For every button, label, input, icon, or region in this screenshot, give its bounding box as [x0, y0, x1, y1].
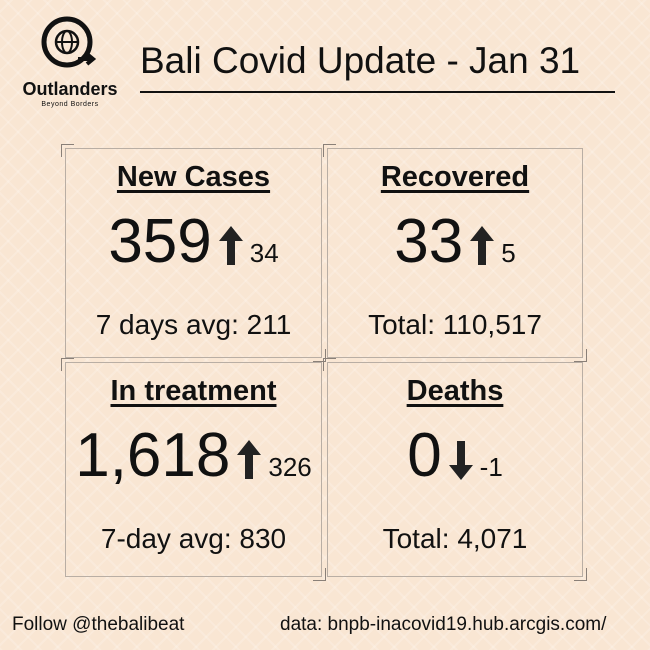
card-value: 1,618 [75, 421, 231, 490]
card-footer: 7-day avg: 830 [100, 523, 287, 554]
card-main: 1,618 326 [66, 425, 321, 487]
stat-card: New Cases 359 34 7 days avg: 211 [61, 144, 326, 362]
card-footer: Total: 110,517 [368, 309, 542, 340]
card-main: 0 -1 [328, 425, 582, 487]
card-value: 33 [394, 207, 464, 276]
trend-arrow [448, 441, 473, 480]
card-heading: Recovered [380, 161, 530, 193]
title: Bali Covid Update - Jan 31 [140, 40, 581, 81]
card-value: 0 [407, 421, 442, 490]
logo-tagline: Beyond Borders [41, 101, 99, 108]
card-change: -1 [479, 452, 503, 482]
card-heading: New Cases [116, 161, 271, 193]
stat-card: In treatment 1,618 326 7-day avg: 830 [61, 358, 326, 581]
title-rule [140, 91, 615, 93]
card-main: 33 5 [328, 211, 582, 273]
stat-card: Recovered 33 5 Total: 110,517 [323, 144, 587, 362]
follow-text: Follow @thebalibeat [12, 614, 185, 635]
card-heading: In treatment [110, 375, 277, 407]
card-change: 34 [249, 238, 279, 268]
trend-arrow [237, 440, 262, 479]
card-value: 359 [108, 207, 212, 276]
card-heading: Deaths [406, 375, 504, 407]
stat-card: Deaths 0 -1 Total: 4,071 [323, 358, 587, 581]
card-footer: 7 days avg: 211 [95, 309, 292, 340]
source-text: data: bnpb-inacovid19.hub.arcgis.com/ [280, 614, 607, 635]
card-change: 5 [501, 238, 516, 268]
card-footer: Total: 4,071 [382, 523, 528, 554]
trend-arrow [470, 226, 495, 265]
card-main: 359 34 [66, 211, 321, 273]
logo-icon [41, 16, 97, 68]
trend-arrow [218, 226, 243, 265]
card-change: 326 [268, 452, 312, 482]
logo-name: Outlanders [22, 79, 118, 99]
